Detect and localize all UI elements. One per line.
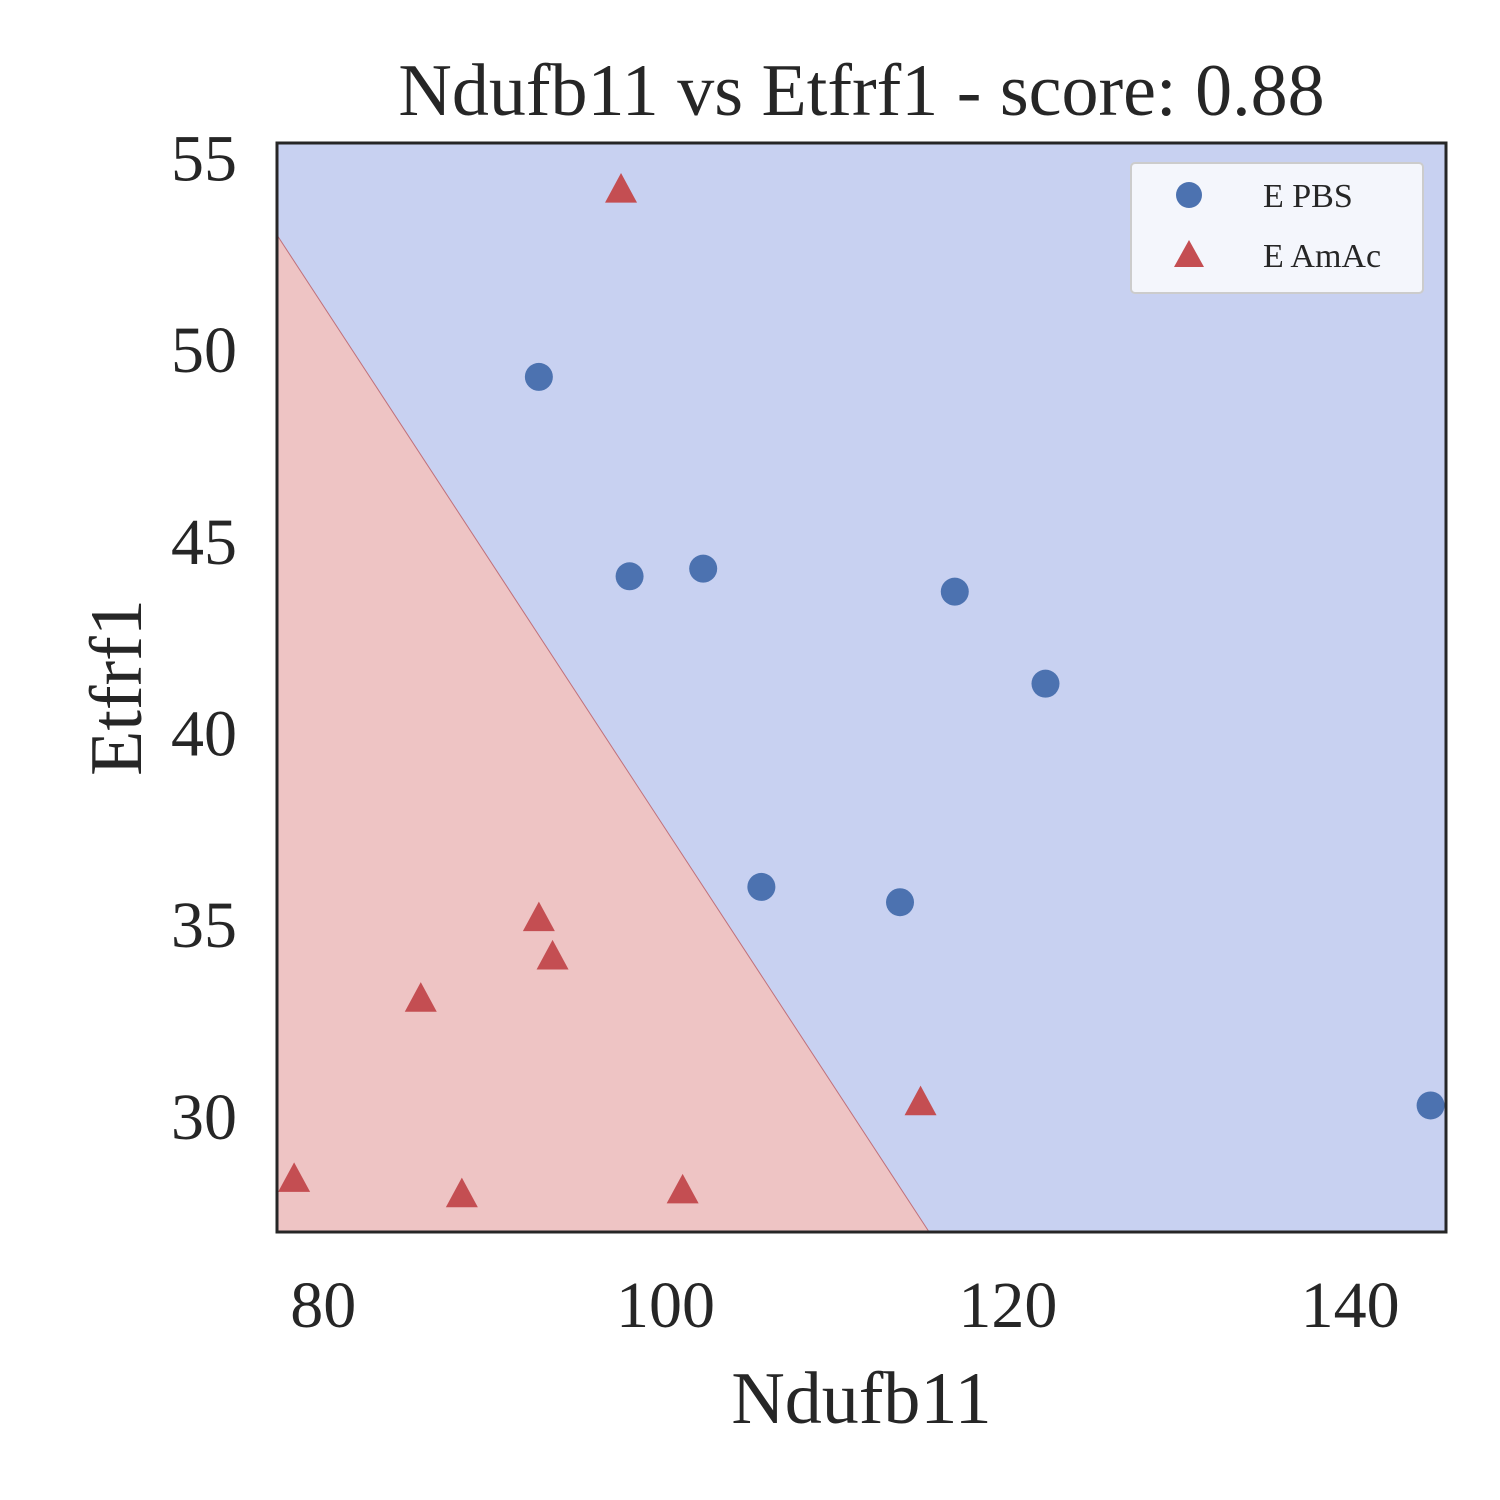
y-tick-label: 50 [171,314,237,387]
y-tick-label: 45 [171,506,237,579]
plot-frame [275,141,1448,1234]
decision-boundary [276,234,930,1233]
point-e-pbs [1031,669,1060,698]
y-tick-label: 55 [171,122,237,195]
point-e-pbs [615,562,644,591]
point-e-pbs [524,362,553,391]
x-tick-label: 140 [1301,1269,1400,1342]
legend-marker-triangle [1174,240,1204,267]
y-tick-label: 35 [171,889,237,962]
x-tick-label: 120 [958,1269,1057,1342]
legend: E PBS E AmAc [1130,162,1424,294]
point-e-amac [278,1162,311,1192]
y-tick-label: 40 [171,698,237,771]
point-e-amac [666,1173,699,1204]
point-e-pbs [940,577,969,606]
point-e-amac [445,1177,478,1208]
legend-box [1130,162,1424,294]
point-e-amac [522,901,555,932]
y-tick-label: 30 [171,1081,237,1154]
point-e-amac [404,982,437,1012]
point-e-amac [605,173,638,203]
point-e-pbs [689,554,718,583]
legend-label: E PBS [1263,178,1353,215]
point-e-amac [536,939,569,970]
point-e-pbs [1416,1091,1445,1120]
x-tick-label: 100 [616,1269,715,1342]
point-e-pbs [747,872,776,901]
x-axis-label: Ndufb11 [731,1358,991,1440]
y-axis-label: Etfrf1 [76,599,158,776]
point-e-amac [904,1085,937,1116]
x-tick-label: 80 [290,1269,356,1342]
legend-label: E AmAc [1263,238,1381,275]
legend-marker-circle [1176,182,1202,208]
chart-title: Ndufb11 vs Etfrf1 - score: 0.88 [398,50,1324,132]
point-e-pbs [886,888,915,917]
